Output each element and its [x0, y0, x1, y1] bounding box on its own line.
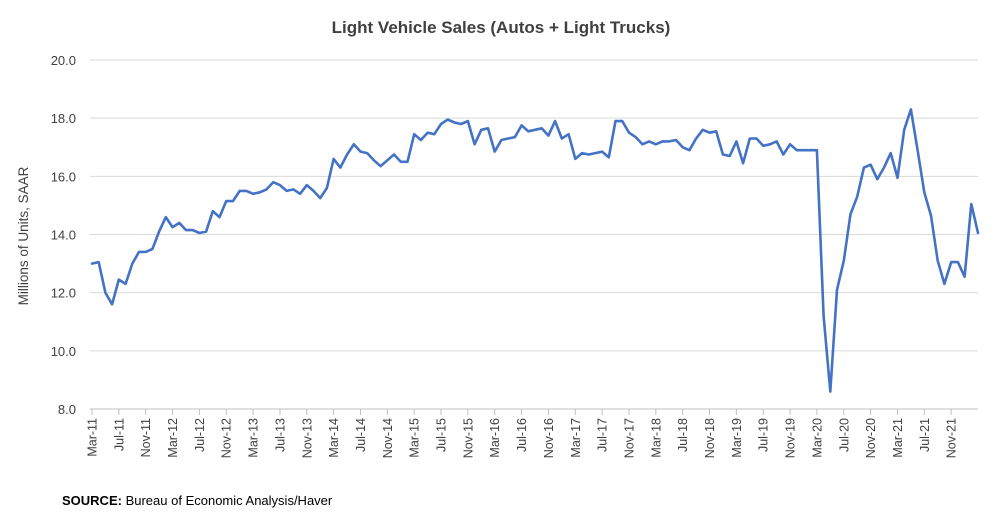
- gridlines: [90, 59, 978, 352]
- x-tick-label: Jul-21: [918, 418, 932, 452]
- x-tick-label: Jul-14: [354, 418, 368, 452]
- y-tick-label: 14.0: [51, 228, 76, 243]
- source-note: SOURCE: Bureau of Economic Analysis/Have…: [62, 493, 332, 508]
- x-tick-label: Jul-15: [435, 418, 449, 452]
- x-tick-label: Jul-17: [596, 418, 610, 452]
- x-tick-label: Mar-14: [327, 418, 341, 458]
- x-tick-label: Mar-12: [166, 418, 180, 458]
- x-tick-label: Mar-20: [810, 418, 824, 458]
- series-group: [90, 108, 980, 393]
- x-tick-label: Nov-15: [461, 418, 475, 458]
- y-tick-label: 8.0: [58, 402, 76, 417]
- chart-title: Light Vehicle Sales (Autos + Light Truck…: [332, 18, 671, 37]
- x-tick-label: Jul-20: [837, 418, 851, 452]
- x-tick-label: Nov-16: [542, 418, 556, 458]
- x-tick-label: Nov-18: [703, 418, 717, 458]
- x-tick-label: Nov-20: [864, 418, 878, 458]
- x-tick-label: Mar-17: [569, 418, 583, 458]
- series-line-light-vehicle-sales: [90, 108, 980, 393]
- x-tick-label: Mar-21: [891, 418, 905, 458]
- x-tick-label: Nov-14: [381, 418, 395, 458]
- x-tick-label: Mar-19: [730, 418, 744, 458]
- x-tick-label: Jul-11: [112, 418, 126, 451]
- x-tick-label: Mar-15: [408, 418, 422, 458]
- y-tick-label: 10.0: [51, 344, 76, 359]
- x-tick-label: Nov-13: [300, 418, 314, 458]
- source-label: SOURCE:: [62, 493, 122, 508]
- x-tick-label: Mar-13: [247, 418, 261, 458]
- x-tick-label: Jul-16: [515, 418, 529, 452]
- x-tick-label: Nov-19: [784, 418, 798, 458]
- x-tick-label: Jul-19: [757, 418, 771, 452]
- x-axis-ticks: Mar-11 Jul-11 Nov-11 Mar-12 Jul-12 Nov-12 Mar-…: [86, 409, 959, 458]
- x-tick-label: Jul-12: [193, 418, 207, 452]
- y-tick-label: 16.0: [51, 169, 76, 184]
- x-tick-label: Jul-18: [676, 418, 690, 452]
- x-tick-label: Nov-21: [945, 418, 959, 458]
- x-tick-label: Nov-11: [139, 418, 153, 457]
- x-tick-label: Nov-17: [622, 418, 636, 458]
- x-tick-label: Jul-13: [273, 418, 287, 452]
- y-axis-ticks: 8.0 10.0 12.0 14.0 16.0 18.0 20.0: [51, 53, 76, 417]
- y-axis-label: Millions of Units, SAAR: [16, 166, 31, 305]
- x-tick-label: Mar-16: [488, 418, 502, 458]
- x-tick-label: Nov-12: [220, 418, 234, 458]
- x-tick-label: Mar-18: [649, 418, 663, 458]
- y-tick-label: 18.0: [51, 111, 76, 126]
- y-tick-label: 12.0: [51, 286, 76, 301]
- source-text: Bureau of Economic Analysis/Haver: [125, 493, 333, 508]
- x-tick-label: Mar-11: [86, 418, 100, 457]
- y-tick-label: 20.0: [51, 53, 76, 68]
